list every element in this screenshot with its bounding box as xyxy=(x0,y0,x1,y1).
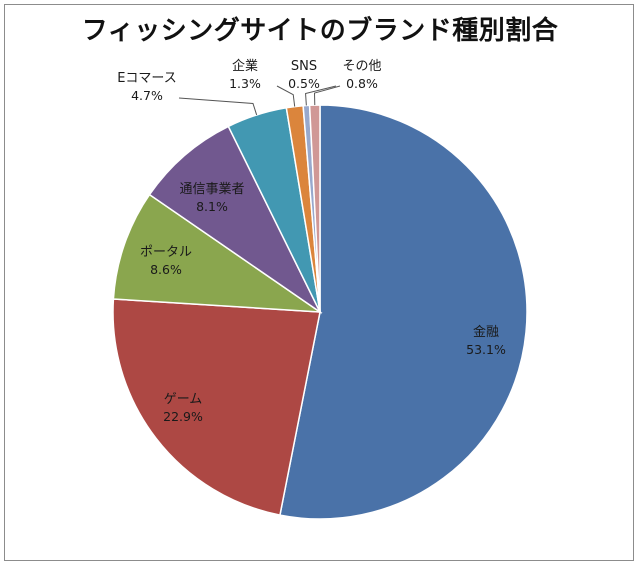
slice-label: 企業 xyxy=(232,58,258,74)
pie-slice xyxy=(112,193,323,313)
slice-label: その他 xyxy=(342,59,381,74)
leader-line xyxy=(276,85,296,107)
slice-value-label: 4.7% xyxy=(131,88,163,103)
slice-label: ゲーム xyxy=(164,392,203,407)
slice-value-label: 0.5% xyxy=(288,76,320,91)
slice-value-label: 0.8% xyxy=(346,76,378,91)
pie-slice xyxy=(148,125,322,315)
slice-value-label: 8.1% xyxy=(196,199,228,214)
slice-value-label: 22.9% xyxy=(163,409,203,424)
chart-title: フィッシングサイトのブランド種別割合 xyxy=(81,16,559,46)
slice-label: 通信事業者 xyxy=(179,181,244,197)
slice-label: Eコマース xyxy=(117,71,177,86)
slice-label: SNS xyxy=(291,59,317,74)
pie-slice xyxy=(279,104,528,520)
leader-line xyxy=(305,85,337,106)
slice-label: ポータル xyxy=(140,245,192,260)
slice-value-label: 1.3% xyxy=(229,76,261,91)
pie-slice xyxy=(112,298,321,516)
leader-line xyxy=(178,97,258,116)
slice-label: 金融 xyxy=(473,324,499,340)
leader-line xyxy=(313,85,341,106)
slice-value-label: 8.6% xyxy=(150,262,182,277)
slice-value-label: 53.1% xyxy=(466,342,506,357)
